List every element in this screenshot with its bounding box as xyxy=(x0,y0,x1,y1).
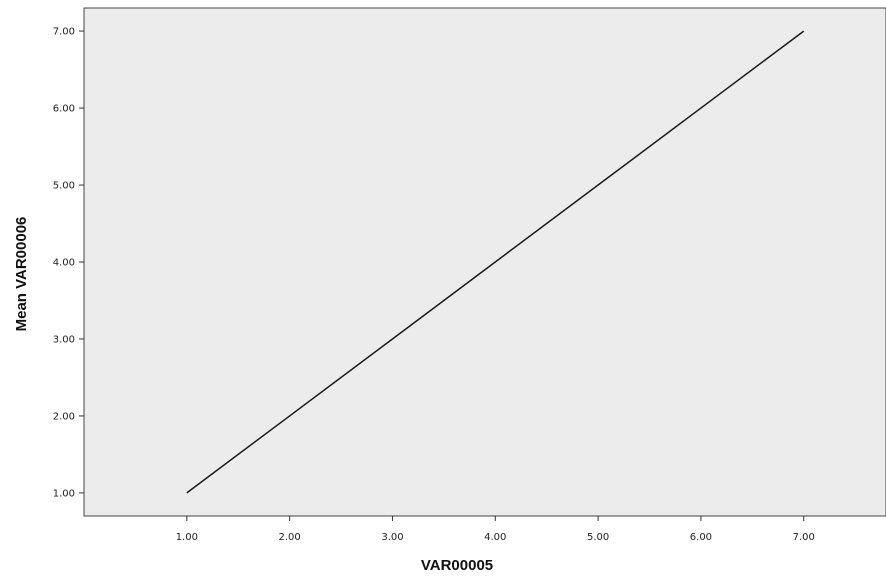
x-tick-label: 5.00 xyxy=(587,532,609,543)
y-axis-title: Mean VAR00006 xyxy=(13,217,30,332)
x-tick-label: 2.00 xyxy=(279,532,301,543)
x-tick-label: 4.00 xyxy=(484,532,506,543)
plot-area xyxy=(83,7,886,517)
y-tick-label: 4.00 xyxy=(53,258,75,269)
x-axis-ticks: 1.00 2.00 3.00 4.00 5.00 6.00 7.00 xyxy=(176,516,815,543)
y-tick-label: 3.00 xyxy=(53,334,75,345)
y-tick-label: 2.00 xyxy=(53,411,75,422)
y-axis-ticks: 1.00 2.00 3.00 4.00 5.00 6.00 7.00 xyxy=(53,27,84,499)
y-tick-label: 5.00 xyxy=(53,181,75,192)
series-line xyxy=(186,30,805,494)
y-tick-label: 7.00 xyxy=(53,27,75,38)
x-tick-label: 1.00 xyxy=(176,532,198,543)
series-layer xyxy=(186,30,805,494)
x-axis-title: VAR00005 xyxy=(421,557,493,574)
x-tick-label: 6.00 xyxy=(690,532,712,543)
x-tick-label: 3.00 xyxy=(381,532,403,543)
x-tick-label: 7.00 xyxy=(793,532,815,543)
y-tick-label: 1.00 xyxy=(53,488,75,499)
y-tick-label: 6.00 xyxy=(53,104,75,115)
